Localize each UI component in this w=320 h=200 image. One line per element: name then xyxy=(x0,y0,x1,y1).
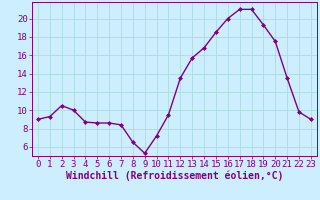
X-axis label: Windchill (Refroidissement éolien,°C): Windchill (Refroidissement éolien,°C) xyxy=(66,171,283,181)
